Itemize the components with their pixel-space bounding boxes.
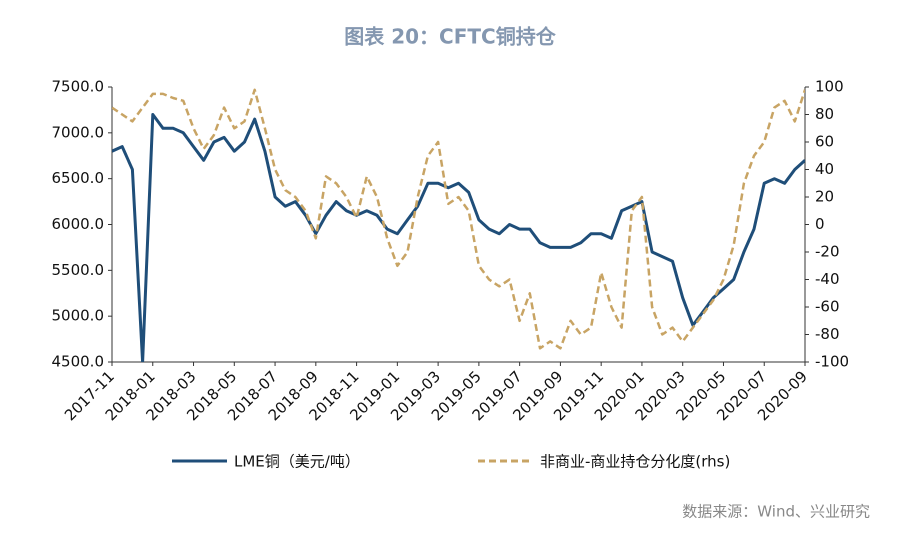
y-tick-label: 7500.0 (52, 78, 105, 96)
y2-tick-label: -60 (815, 298, 840, 316)
y2-tick-label: -80 (815, 325, 840, 343)
y-tick-label: 6500.0 (52, 169, 105, 187)
y-tick-label: 5500.0 (52, 261, 105, 279)
y-tick-label: 6000.0 (52, 215, 105, 233)
source-note: 数据来源：Wind、兴业研究 (682, 503, 870, 521)
y2-tick-label: 0 (815, 215, 825, 233)
y-tick-label: 5000.0 (52, 307, 105, 325)
y2-tick-label: 60 (815, 133, 834, 151)
chart-title: 图表 20：CFTC铜持仓 (344, 25, 556, 49)
legend-label: LME铜（美元/吨） (234, 453, 360, 471)
y2-tick-label: -100 (815, 353, 849, 371)
y2-tick-label: -40 (815, 270, 840, 288)
legend-label: 非商业-商业持仓分化度(rhs) (540, 453, 730, 471)
y2-tick-label: 40 (815, 160, 834, 178)
series-line (112, 88, 805, 350)
series-line (112, 113, 805, 362)
y-tick-label: 4500.0 (52, 353, 105, 371)
y2-tick-label: 80 (815, 105, 834, 123)
y2-tick-label: -20 (815, 243, 840, 261)
y2-tick-label: 100 (815, 78, 844, 96)
y2-tick-label: 20 (815, 188, 834, 206)
y-tick-label: 7000.0 (52, 123, 105, 141)
